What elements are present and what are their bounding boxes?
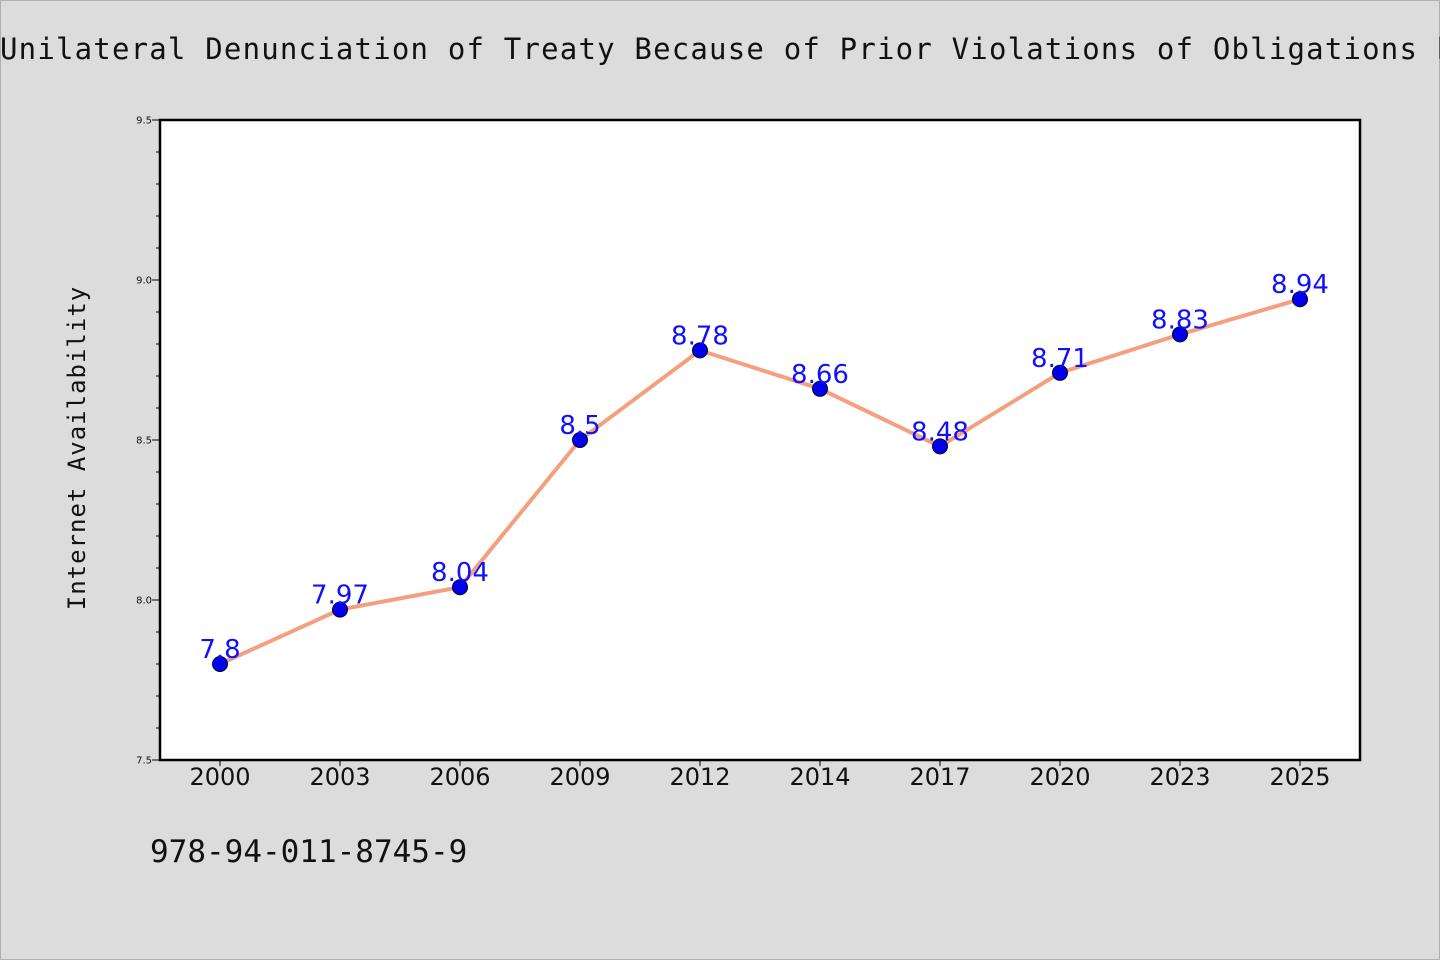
data-label: 8.83 (1151, 305, 1209, 335)
x-tick-label: 2006 (429, 763, 490, 791)
data-point (812, 380, 828, 397)
data-point (692, 342, 708, 359)
x-tick-label: 2014 (789, 763, 850, 791)
y-tick-label: 9.5 (136, 116, 152, 127)
data-point (572, 432, 588, 448)
x-tick-label: 2017 (909, 763, 970, 791)
data-point (1292, 291, 1308, 308)
y-axis: 7.5 8.0 8.5 9.0 9.5 (136, 116, 160, 767)
data-point (1172, 326, 1188, 343)
x-tick-label: 2003 (309, 763, 370, 791)
chart-title: Unilateral Denunciation of Treaty Becaus… (0, 32, 1440, 66)
data-point (452, 579, 468, 596)
data-label: 8.04 (431, 558, 489, 588)
y-tick-label: 8.0 (136, 596, 152, 607)
x-tick-label: 2023 (1149, 763, 1210, 791)
data-label: 8.71 (1031, 344, 1089, 374)
x-tick-label: 2020 (1029, 763, 1090, 791)
data-point (932, 438, 948, 455)
data-label: 8.78 (671, 321, 729, 351)
x-axis: 2000 2003 2006 2009 2012 2014 2017 2020 2023 2025 (189, 760, 1331, 791)
data-point (212, 656, 228, 672)
y-tick-label: 7.5 (136, 756, 152, 767)
y-tick-label: 9.0 (136, 276, 152, 287)
plot-frame (158, 118, 1362, 762)
data-label: 8.48 (911, 417, 969, 447)
footer-code: 978-94-011-8745-9 (150, 834, 468, 870)
plot-area (160, 120, 1360, 760)
x-tick-label: 2025 (1269, 763, 1330, 791)
x-tick-label: 2009 (549, 763, 610, 791)
series-line-group: 7.8 7.97 8.04 8.5 8.78 8.66 8.48 8.71 8.83 8.94 (199, 270, 1329, 672)
x-tick-label: 2012 (669, 763, 730, 791)
data-label: 8.66 (791, 360, 849, 390)
data-label: 7.8 (199, 635, 240, 665)
data-point (332, 601, 348, 618)
data-label: 8.94 (1271, 270, 1329, 300)
data-label: 8.5 (559, 411, 600, 441)
x-tick-label: 2000 (189, 763, 250, 791)
y-tick-label: 8.5 (136, 436, 152, 447)
data-label: 7.97 (311, 581, 369, 611)
series-line (218, 297, 1302, 666)
data-point (1052, 364, 1068, 381)
y-axis-label: Internet Availability (63, 286, 91, 610)
